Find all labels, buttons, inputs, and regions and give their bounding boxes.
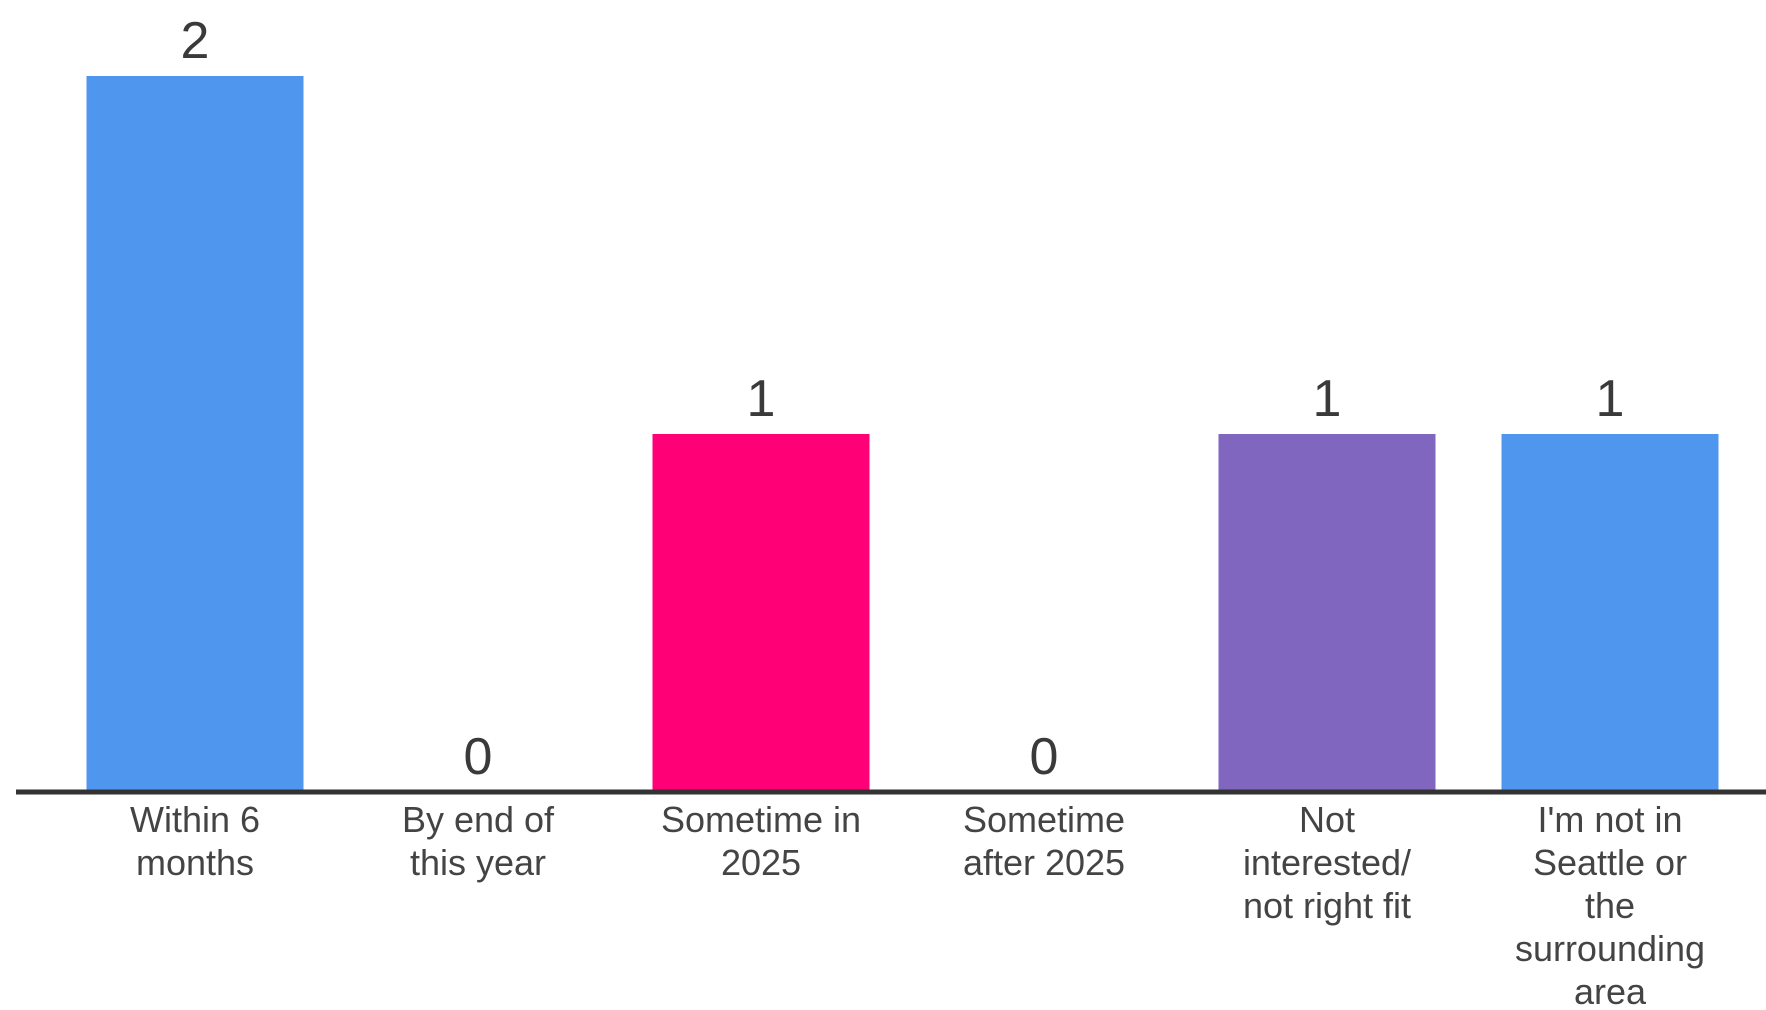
value-label-4: 1 bbox=[1313, 370, 1342, 428]
bar-4 bbox=[1218, 434, 1436, 792]
category-label-5-line-0: I'm not in bbox=[1538, 799, 1683, 840]
bar-5 bbox=[1501, 434, 1719, 792]
category-label-2-line-0: Sometime in bbox=[661, 799, 861, 840]
value-label-1: 0 bbox=[464, 728, 493, 786]
category-label-4-line-2: not right fit bbox=[1243, 885, 1411, 926]
value-labels-group: 2 0 1 0 1 1 bbox=[181, 12, 1625, 786]
value-label-5: 1 bbox=[1596, 370, 1625, 428]
category-label-1-line-0: By end of bbox=[402, 799, 555, 840]
category-label-2-line-1: 2025 bbox=[721, 842, 801, 883]
category-label-5-line-1: Seattle or bbox=[1533, 842, 1687, 883]
category-label-0-line-0: Within 6 bbox=[130, 799, 260, 840]
category-label-3-line-0: Sometime bbox=[963, 799, 1125, 840]
category-label-2: Sometime in 2025 bbox=[661, 799, 861, 883]
bars-group bbox=[86, 76, 1719, 792]
value-label-3: 0 bbox=[1030, 728, 1059, 786]
bar-2 bbox=[652, 434, 870, 792]
category-label-3-line-1: after 2025 bbox=[963, 842, 1125, 883]
category-label-4: Not interested/not right fit bbox=[1243, 799, 1411, 926]
category-label-5-line-4: area bbox=[1574, 971, 1647, 1010]
category-label-4-line-1: interested/ bbox=[1243, 842, 1411, 883]
category-label-4-line-0: Not bbox=[1299, 799, 1355, 840]
category-label-3: Sometime after 2025 bbox=[963, 799, 1125, 883]
category-label-1: By end of this year bbox=[402, 799, 555, 883]
category-label-5-line-3: surrounding bbox=[1515, 928, 1705, 969]
category-label-5-line-2: the bbox=[1585, 885, 1635, 926]
value-label-0: 2 bbox=[181, 12, 210, 70]
category-label-0-line-1: months bbox=[136, 842, 254, 883]
category-label-5: I'm not in Seattle or the surrounding area bbox=[1515, 799, 1705, 1010]
category-label-0: Within 6 months bbox=[130, 799, 260, 883]
category-label-1-line-1: this year bbox=[410, 842, 546, 883]
category-labels-group: Within 6 months By end of this year Sometime… bbox=[130, 799, 1705, 1010]
bar-0 bbox=[86, 76, 304, 792]
value-label-2: 1 bbox=[747, 370, 776, 428]
